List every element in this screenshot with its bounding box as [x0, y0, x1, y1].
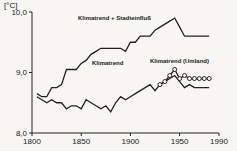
- html-text:Klimatrend + Stadteinfluß: Klimatrend + Stadteinfluß: [78, 15, 151, 21]
- svg-text:1900: 1900: [122, 137, 140, 146]
- svg-text:9,0: 9,0: [16, 68, 28, 77]
- svg-text:1850: 1850: [72, 137, 90, 146]
- svg-text:1950: 1950: [171, 137, 189, 146]
- svg-text:10,0: 10,0: [11, 7, 27, 17]
- svg-text:1800: 1800: [23, 137, 41, 146]
- html-text:[°C]: [°C]: [4, 1, 18, 10]
- svg-text:1990: 1990: [210, 137, 228, 146]
- svg-text:8,0: 8,0: [16, 129, 28, 138]
- html-text:Klimatrend: Klimatrend: [92, 60, 124, 66]
- html-text:Klimatrend (Umland): Klimatrend (Umland): [150, 58, 209, 64]
